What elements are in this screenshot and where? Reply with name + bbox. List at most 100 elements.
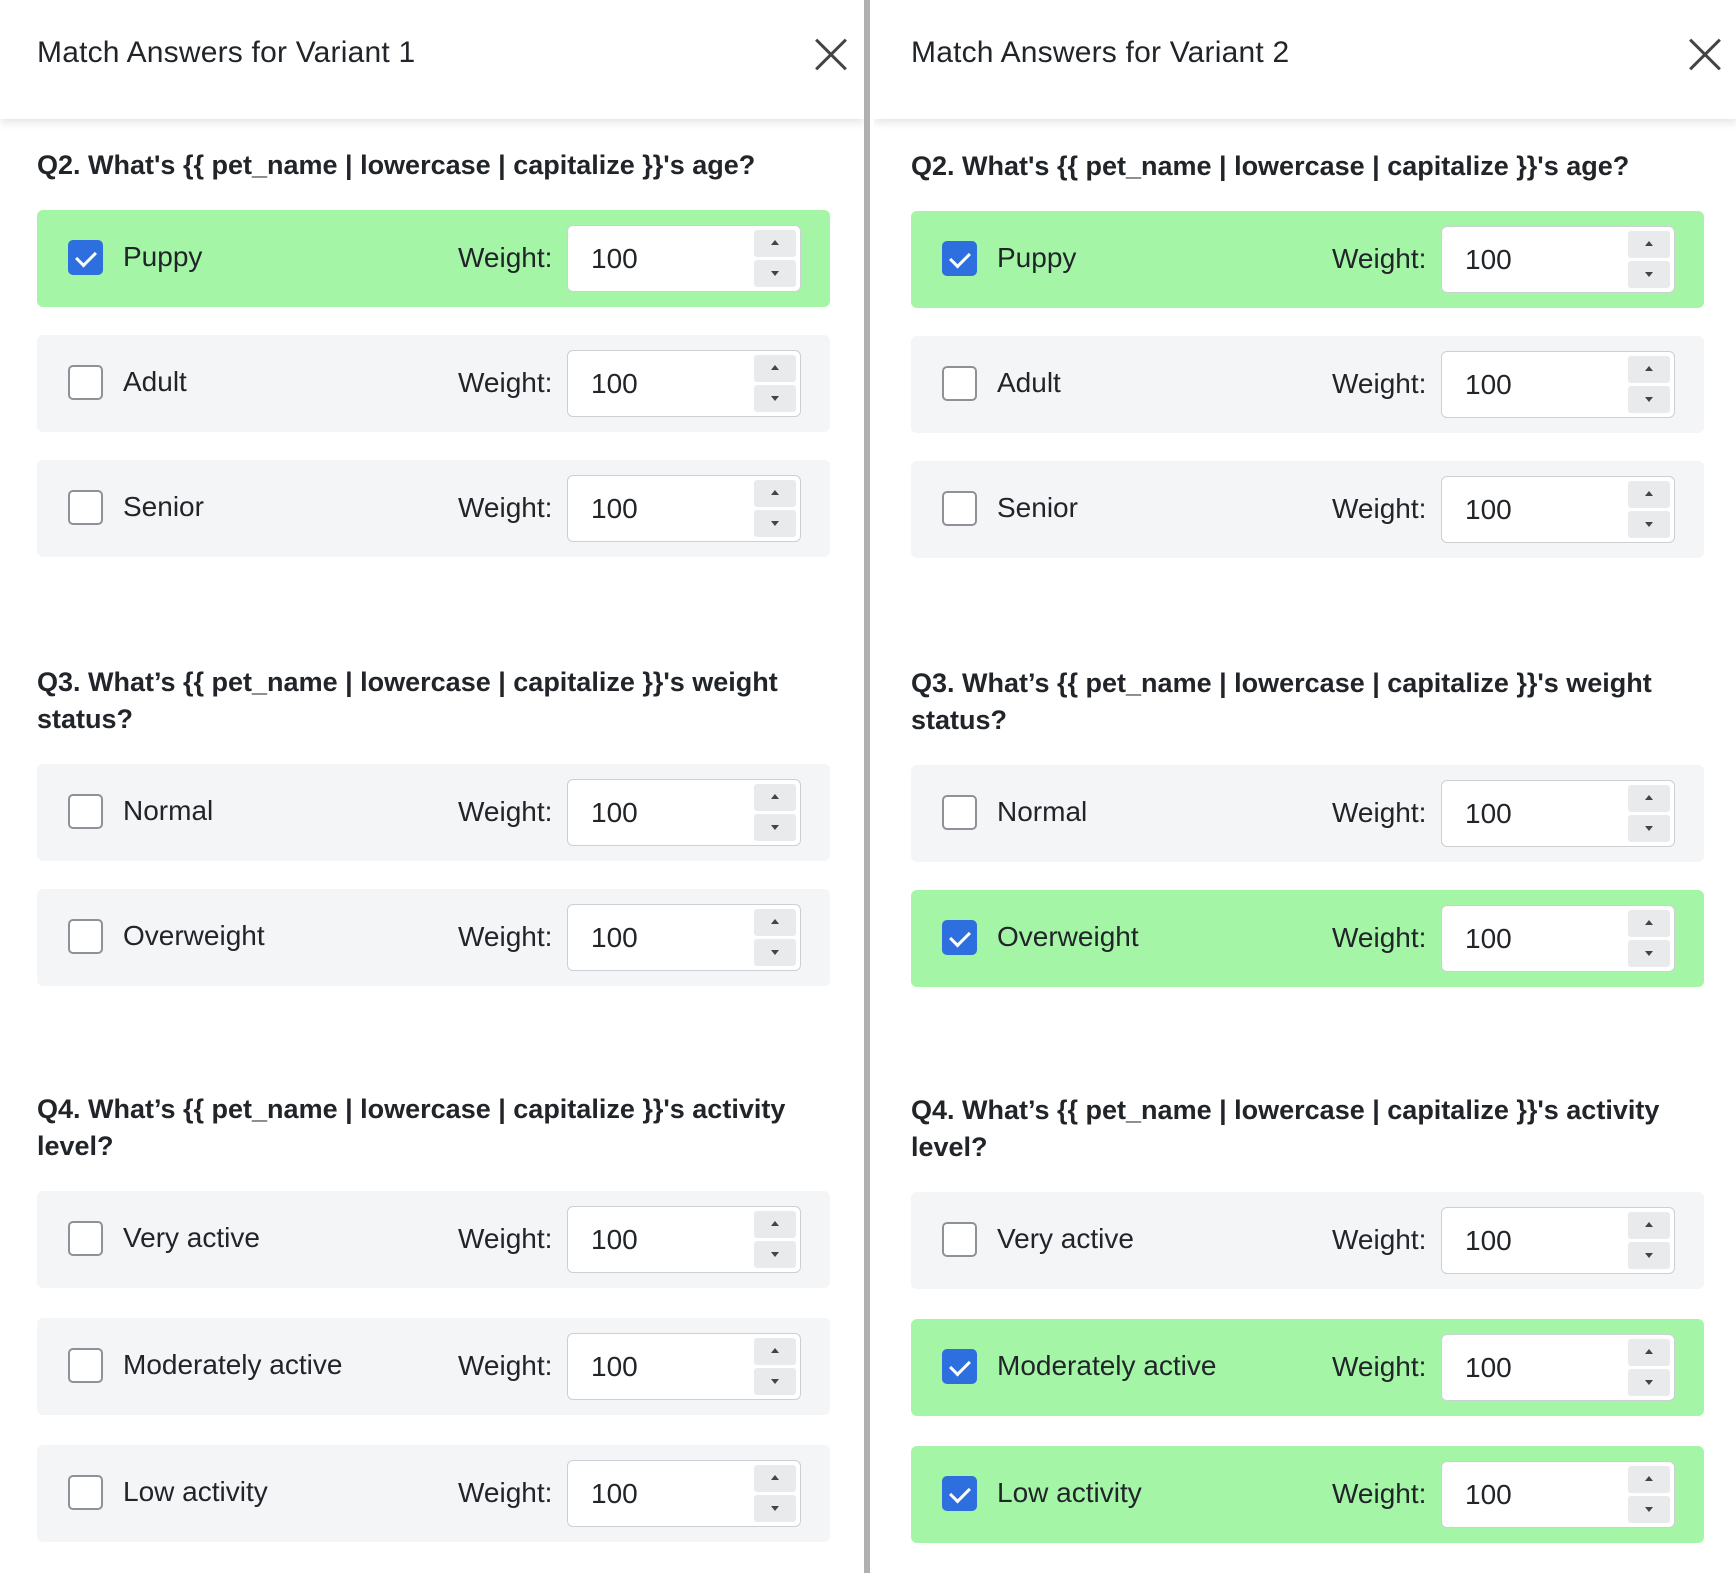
caret-up-icon[interactable]: [754, 1465, 796, 1492]
answer-checkbox[interactable]: [942, 241, 977, 276]
close-button[interactable]: [806, 30, 856, 80]
weight-input[interactable]: 100: [567, 475, 801, 542]
caret-up-icon[interactable]: [1628, 356, 1670, 383]
weight-label: Weight:: [458, 796, 553, 827]
answer-checkbox[interactable]: [942, 491, 977, 526]
panel-header: Match Answers for Variant 1: [0, 0, 864, 119]
weight-input[interactable]: 100: [1441, 780, 1675, 847]
weight-input[interactable]: 100: [567, 1206, 801, 1273]
weight-input[interactable]: 100: [1441, 1461, 1675, 1528]
caret-down-icon[interactable]: [1628, 1496, 1670, 1523]
answer-label: Adult: [123, 366, 187, 397]
caret-down-icon[interactable]: [1628, 815, 1670, 842]
weight-label: Weight:: [458, 1477, 553, 1508]
answer-label: Puppy: [123, 241, 203, 272]
answer-checkbox[interactable]: [68, 365, 103, 400]
caret-up-icon[interactable]: [1628, 910, 1670, 937]
close-button[interactable]: [1680, 30, 1730, 80]
answer-checkbox[interactable]: [942, 1222, 977, 1257]
answer-row[interactable]: Very active Weight: 100: [37, 1191, 830, 1288]
answer-row[interactable]: Moderately active Weight: 100: [911, 1319, 1704, 1416]
caret-down-icon[interactable]: [1628, 261, 1670, 288]
weight-value: 100: [1465, 798, 1512, 829]
caret-down-icon[interactable]: [754, 510, 796, 537]
caret-down-icon[interactable]: [754, 1495, 796, 1522]
answer-checkbox[interactable]: [68, 490, 103, 525]
caret-down-icon[interactable]: [1628, 1242, 1670, 1269]
answer-checkbox[interactable]: [942, 366, 977, 401]
caret-up-icon[interactable]: [754, 480, 796, 507]
answer-row[interactable]: Overweight Weight: 100: [911, 890, 1704, 987]
question-q2: Q2. What's {{ pet_name | lowercase | cap…: [911, 148, 1711, 558]
answer-row[interactable]: Moderately active Weight: 100: [37, 1318, 830, 1415]
caret-down-icon[interactable]: [754, 939, 796, 966]
caret-up-icon[interactable]: [754, 355, 796, 382]
caret-down-icon[interactable]: [754, 1368, 796, 1395]
answer-row[interactable]: Senior Weight: 100: [911, 461, 1704, 558]
caret-down-icon[interactable]: [754, 1241, 796, 1268]
answer-row[interactable]: Puppy Weight: 100: [37, 210, 830, 307]
answer-checkbox[interactable]: [942, 1476, 977, 1511]
answer-checkbox[interactable]: [942, 795, 977, 830]
answer-row[interactable]: Low activity Weight: 100: [911, 1446, 1704, 1543]
weight-spinner: [1628, 231, 1670, 288]
caret-up-icon[interactable]: [754, 909, 796, 936]
weight-label: Weight:: [1332, 922, 1427, 953]
weight-input[interactable]: 100: [1441, 226, 1675, 293]
weight-input[interactable]: 100: [1441, 351, 1675, 418]
answer-row[interactable]: Overweight Weight: 100: [37, 889, 830, 986]
answer-checkbox[interactable]: [942, 920, 977, 955]
check-icon: [949, 925, 971, 948]
weight-input[interactable]: 100: [567, 225, 801, 292]
answer-checkbox[interactable]: [68, 919, 103, 954]
caret-up-icon[interactable]: [754, 230, 796, 257]
answer-row[interactable]: Adult Weight: 100: [911, 336, 1704, 433]
weight-input[interactable]: 100: [567, 904, 801, 971]
answer-checkbox[interactable]: [68, 240, 103, 275]
answer-row[interactable]: Low activity Weight: 100: [37, 1445, 830, 1542]
answer-row[interactable]: Very active Weight: 100: [911, 1192, 1704, 1289]
caret-down-icon[interactable]: [1628, 386, 1670, 413]
weight-input[interactable]: 100: [567, 779, 801, 846]
caret-down-icon[interactable]: [754, 260, 796, 287]
weight-input[interactable]: 100: [1441, 476, 1675, 543]
caret-up-icon[interactable]: [1628, 481, 1670, 508]
answer-checkbox[interactable]: [68, 1348, 103, 1383]
weight-value: 100: [591, 922, 638, 953]
caret-down-icon[interactable]: [754, 385, 796, 412]
weight-input[interactable]: 100: [567, 350, 801, 417]
question-q2: Q2. What's {{ pet_name | lowercase | cap…: [37, 147, 837, 557]
answer-checkbox[interactable]: [68, 794, 103, 829]
answer-checkbox[interactable]: [942, 1349, 977, 1384]
weight-spinner: [754, 230, 796, 287]
answer-checkbox[interactable]: [68, 1475, 103, 1510]
weight-spinner: [754, 909, 796, 966]
answer-row[interactable]: Adult Weight: 100: [37, 335, 830, 432]
weight-input[interactable]: 100: [567, 1460, 801, 1527]
caret-up-icon[interactable]: [754, 784, 796, 811]
caret-up-icon[interactable]: [1628, 231, 1670, 258]
weight-input[interactable]: 100: [1441, 1334, 1675, 1401]
answer-row[interactable]: Puppy Weight: 100: [911, 211, 1704, 308]
panel-body: Q2. What's {{ pet_name | lowercase | cap…: [874, 119, 1736, 1573]
weight-input[interactable]: 100: [567, 1333, 801, 1400]
caret-up-icon[interactable]: [1628, 785, 1670, 812]
weight-input[interactable]: 100: [1441, 1207, 1675, 1274]
caret-down-icon[interactable]: [1628, 940, 1670, 967]
caret-up-icon[interactable]: [1628, 1339, 1670, 1366]
weight-label: Weight:: [1332, 1478, 1427, 1509]
caret-down-icon[interactable]: [754, 814, 796, 841]
caret-down-icon[interactable]: [1628, 1369, 1670, 1396]
caret-up-icon[interactable]: [1628, 1466, 1670, 1493]
question-text: Q2. What's {{ pet_name | lowercase | cap…: [911, 151, 1630, 181]
weight-spinner: [754, 355, 796, 412]
caret-up-icon[interactable]: [1628, 1212, 1670, 1239]
answer-row[interactable]: Normal Weight: 100: [37, 764, 830, 861]
caret-up-icon[interactable]: [754, 1338, 796, 1365]
answer-row[interactable]: Senior Weight: 100: [37, 460, 830, 557]
weight-input[interactable]: 100: [1441, 905, 1675, 972]
caret-up-icon[interactable]: [754, 1211, 796, 1238]
answer-row[interactable]: Normal Weight: 100: [911, 765, 1704, 862]
caret-down-icon[interactable]: [1628, 511, 1670, 538]
answer-checkbox[interactable]: [68, 1221, 103, 1256]
